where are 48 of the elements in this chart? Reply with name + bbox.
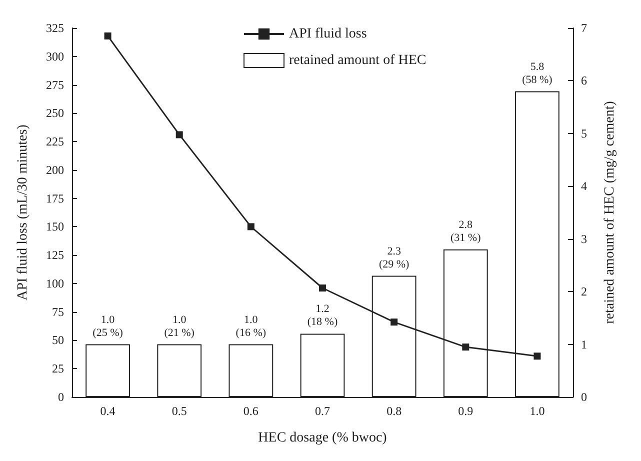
point xyxy=(534,352,541,360)
point xyxy=(462,344,470,351)
y2-tick-label: 5 xyxy=(581,126,587,140)
x-tick-label: 0.7 xyxy=(315,404,330,418)
y-tick-label: 125 xyxy=(46,248,64,262)
y2-tick-label: 4 xyxy=(581,179,587,194)
data-label: 1.0 (21 %) xyxy=(164,314,195,339)
y-tick-label: 50 xyxy=(52,333,64,348)
x-axis-title: HEC dosage (% bwoc) xyxy=(258,430,388,446)
x-tick-label: 0.8 xyxy=(386,404,402,418)
data-label: 1.2 (18 %) xyxy=(307,303,338,328)
y-tick-label: 275 xyxy=(46,78,64,92)
x-tick-label: 1.0 xyxy=(530,404,545,418)
y2-tick-label: 6 xyxy=(581,74,587,88)
y-tick-label: 75 xyxy=(52,304,64,319)
data-label: 2.8 (31 %) xyxy=(450,218,482,244)
y2-tick-label: 7 xyxy=(581,21,587,35)
y-axis-title: API fluid loss (mL/30 minutes) xyxy=(16,124,30,300)
data-label: 5.8 (58 %) xyxy=(522,60,553,86)
point xyxy=(390,318,398,326)
point xyxy=(319,284,326,292)
point xyxy=(176,131,183,138)
y-tick-label: 325 xyxy=(46,21,64,35)
x-tick-label: 0.5 xyxy=(172,404,187,418)
y2-tick-label: 2 xyxy=(581,284,587,299)
x-tick-label: 0.6 xyxy=(243,404,258,418)
y-tick-label: 150 xyxy=(46,220,64,234)
point xyxy=(104,32,112,40)
data-label: 1.0 (16 %) xyxy=(236,314,266,339)
y-tick-label: 100 xyxy=(46,276,64,290)
y-tick-label: 250 xyxy=(46,106,64,120)
x-tick-label: 0.4 xyxy=(100,404,116,418)
x-tick-label: 0.9 xyxy=(458,404,474,418)
y-tick-label: 175 xyxy=(46,191,64,206)
legend-label: retained amount of HEC xyxy=(289,53,426,68)
y2-tick-label: 3 xyxy=(581,232,587,246)
y-tick-label: 25 xyxy=(52,362,64,376)
point xyxy=(247,223,254,230)
y2-tick-label: 0 xyxy=(581,390,587,404)
y2-tick-label: 1 xyxy=(581,337,587,352)
y-tick-label: 200 xyxy=(46,162,64,177)
legend-label: API fluid loss xyxy=(289,26,367,42)
data-label: 1.0 (25 %) xyxy=(92,314,124,339)
y-tick-label: 300 xyxy=(46,49,64,64)
y-tick-label: 0 xyxy=(58,390,64,404)
data-label: 2.3 (29 %) xyxy=(378,245,410,270)
y2-axis-title: retained amount of HEC (mg/g cement) xyxy=(602,100,618,324)
y-tick-label: 225 xyxy=(46,134,64,149)
